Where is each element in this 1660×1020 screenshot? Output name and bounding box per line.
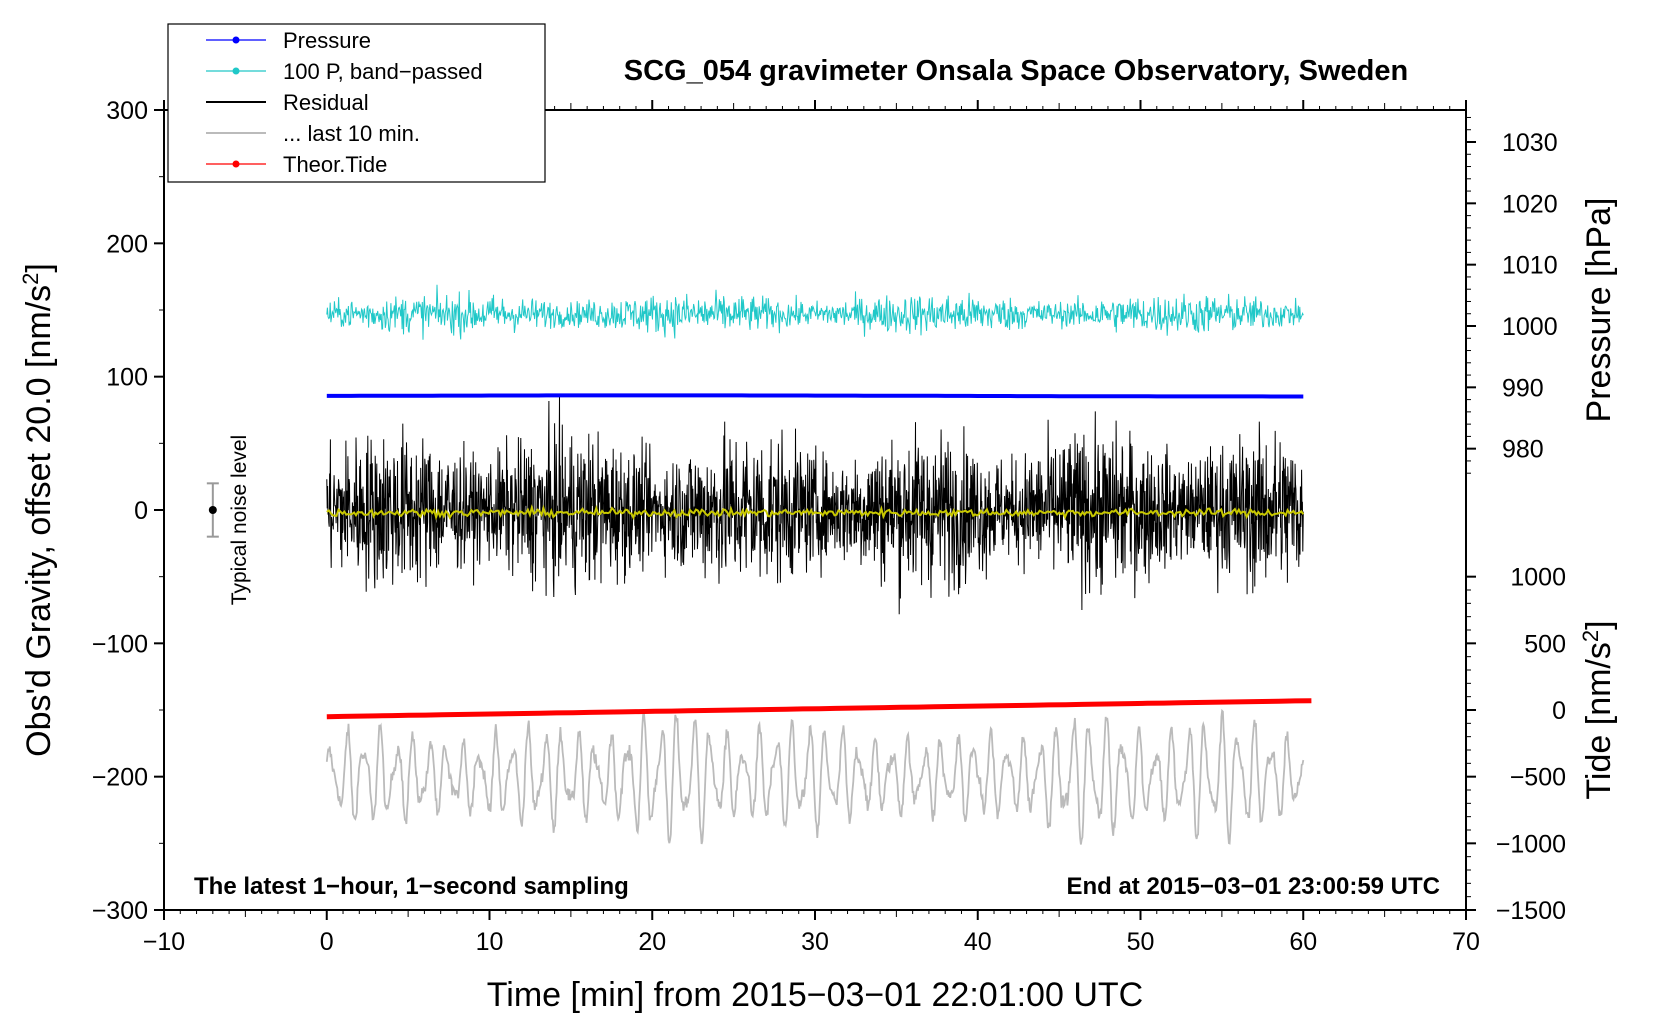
tide-tick-label: −1500	[1496, 897, 1566, 925]
series-smoothed-residual	[326, 504, 1305, 521]
tide-tick-label: −1000	[1496, 830, 1566, 858]
series-last-10-min	[325, 708, 1305, 845]
series-residual	[326, 394, 1304, 615]
x-tick-label: 30	[801, 928, 829, 956]
pressure-tick-label: 1020	[1502, 190, 1558, 218]
legend-label: 100 P, band−passed	[283, 59, 483, 84]
y-tick-label: 0	[134, 497, 148, 525]
legend-label: ... last 10 min.	[283, 121, 420, 146]
annotation-end-time: End at 2015−03−01 23:00:59 UTC	[1066, 873, 1440, 900]
tide-tick-label: 1000	[1510, 564, 1566, 592]
x-tick-label: 50	[1127, 928, 1155, 956]
pressure-tick-label: 1000	[1502, 313, 1558, 341]
pressure-axis-label: Pressure [hPa]	[1580, 198, 1618, 423]
x-tick-label: 10	[476, 928, 504, 956]
series-band-passed	[326, 284, 1304, 340]
y-tick-label: 300	[106, 97, 148, 125]
tide-tick-label: 500	[1524, 630, 1566, 658]
series-theor-tide	[326, 698, 1312, 720]
legend-marker	[232, 67, 240, 75]
legend-marker	[232, 160, 240, 168]
legend-label: Residual	[283, 90, 369, 115]
chart-title: SCG_054 gravimeter Onsala Space Observat…	[624, 55, 1408, 87]
x-tick-label: 70	[1452, 928, 1480, 956]
noise-bar	[206, 482, 219, 538]
annotation-latest-hour: The latest 1−hour, 1−second sampling	[194, 873, 629, 900]
y-tick-label: −300	[92, 897, 148, 925]
x-tick-label: −10	[143, 928, 185, 956]
axes-layer: −10 0 10 20 30 40 50 60 70−300−200−1000100200300…	[92, 97, 1566, 956]
noise-bar-dot	[208, 506, 217, 514]
noise-label: Typical noise level	[228, 435, 251, 605]
series-pressure	[326, 393, 1304, 399]
y-tick-label: −200	[92, 764, 148, 792]
y-axis-label: Obs'd Gravity, offset 20.0 [nm/s2]	[18, 263, 59, 757]
x-tick-label: 40	[964, 928, 992, 956]
legend-label: Theor.Tide	[283, 152, 387, 177]
tide-tick-label: 0	[1552, 697, 1566, 725]
x-tick-label: 20	[638, 928, 666, 956]
pressure-tick-label: 1030	[1502, 129, 1558, 157]
x-axis-label: Time [min] from 2015−03−01 22:01:00 UTC	[487, 976, 1143, 1014]
x-tick-label: 0	[320, 928, 334, 956]
y-tick-label: −100	[92, 630, 148, 658]
pressure-tick-label: 1010	[1502, 252, 1558, 280]
x-tick-label: 60	[1289, 928, 1317, 956]
pressure-tick-label: 980	[1502, 436, 1544, 464]
tide-tick-label: −500	[1510, 764, 1566, 792]
y-tick-label: 200	[106, 230, 148, 258]
series-layer	[325, 284, 1312, 845]
pressure-tick-label: 990	[1502, 374, 1544, 402]
y-tick-label: 100	[106, 364, 148, 392]
tide-axis-label: Tide [nm/s2]	[1578, 620, 1619, 799]
legend-marker	[232, 36, 240, 44]
legend-label: Pressure	[283, 28, 371, 53]
legend: Pressure 100 P, band−passed Residual ... la…	[167, 23, 546, 183]
